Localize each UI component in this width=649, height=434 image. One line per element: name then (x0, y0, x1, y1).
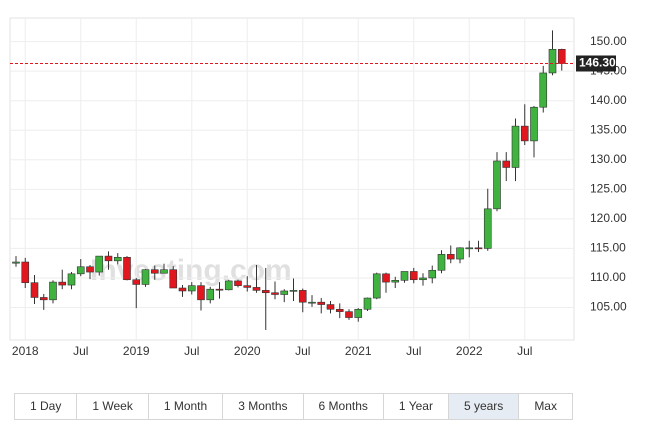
candle-body (21, 261, 30, 283)
candle-body (86, 266, 94, 273)
candle-body (178, 287, 187, 292)
candle-body (419, 277, 427, 281)
range-button[interactable]: 5 years (448, 394, 520, 419)
range-button[interactable]: Max (519, 394, 572, 419)
candle-body (261, 290, 270, 294)
candle-body (76, 266, 85, 275)
y-tick-label: 130.00 (590, 152, 627, 166)
candle-body (428, 269, 437, 279)
range-button[interactable]: 1 Month (148, 394, 224, 419)
candle-body (12, 261, 20, 264)
candle-body (511, 125, 520, 168)
range-selector: 1 Day 1 Week 1 Month 3 Months 6 Months 1 Year… (14, 393, 573, 420)
x-tick-label: Jul (295, 344, 310, 358)
candle-body (271, 292, 279, 295)
range-button[interactable]: 3 Months (223, 394, 304, 419)
candle-body (58, 281, 67, 286)
x-tick-label: 2021 (345, 344, 372, 358)
candle-body (243, 285, 252, 288)
y-tick-label: 140.00 (590, 93, 627, 107)
y-tick-label: 125.00 (590, 182, 627, 196)
candle-body (308, 301, 316, 304)
last-price-label: 146.30 (579, 56, 616, 70)
y-tick-label: 110.00 (590, 270, 626, 284)
candle-body (104, 255, 113, 262)
candle-body (548, 49, 557, 74)
candle-body (30, 282, 39, 298)
candle-body (39, 297, 48, 301)
candle-body (234, 280, 242, 286)
candle-body (354, 308, 363, 318)
chart: Investing.com 105.00110.00115.00120.0012… (9, 17, 627, 358)
candle-body (382, 273, 390, 283)
candle-body (456, 247, 464, 260)
candle-body (206, 288, 215, 301)
candle-body (363, 297, 372, 310)
candle-body (335, 308, 344, 312)
candle-body (187, 285, 196, 292)
y-tick-label: 135.00 (590, 122, 627, 136)
candle-body (169, 269, 178, 289)
candle-body (400, 271, 409, 281)
range-button[interactable]: 1 Day (15, 394, 78, 419)
candle-body (530, 106, 538, 142)
candle-body (49, 281, 57, 301)
candle-body (123, 256, 131, 281)
candle-body (409, 271, 418, 281)
x-tick-label: Jul (406, 344, 421, 358)
candle-body (446, 254, 455, 260)
candle-body (160, 269, 168, 274)
candle-body (252, 287, 261, 291)
plot-frame (9, 17, 575, 341)
candle-body (132, 279, 141, 285)
candle-body (483, 208, 492, 249)
candle-body (141, 269, 150, 285)
last-price-box (576, 55, 616, 72)
y-tick-label: 120.00 (590, 211, 627, 225)
candle-body (289, 290, 298, 292)
candle-body (95, 255, 104, 273)
y-tick-label: 105.00 (590, 300, 627, 314)
candle-body (391, 280, 400, 283)
candle-body (280, 290, 289, 295)
y-tick-label: 150.00 (590, 34, 627, 48)
candle-body (557, 49, 566, 64)
candle-body (539, 72, 548, 108)
candle-body (215, 288, 224, 291)
candle-body (150, 269, 159, 274)
x-tick-label: 2020 (234, 344, 261, 358)
range-button[interactable]: 6 Months (303, 394, 384, 419)
candle-body (372, 273, 381, 299)
candle-body (67, 273, 76, 286)
y-tick-label: 115.00 (590, 241, 626, 255)
x-tick-label: 2019 (123, 344, 150, 358)
x-tick-label: Jul (73, 344, 88, 358)
x-tick-label: Jul (517, 344, 532, 358)
candle-body (474, 247, 483, 250)
candle-body (224, 280, 233, 291)
x-tick-label: 2022 (456, 344, 483, 358)
candle-body (113, 256, 122, 262)
candle-body (345, 311, 353, 318)
candle-body (465, 247, 474, 250)
range-button[interactable]: 1 Week (77, 394, 149, 419)
candle-body (298, 290, 307, 303)
candle-body (437, 254, 446, 271)
candle-body (326, 304, 335, 310)
candle-body (317, 301, 326, 305)
candle-body (520, 125, 529, 142)
x-tick-label: 2018 (12, 344, 39, 358)
candle-body (493, 160, 501, 210)
x-tick-label: Jul (184, 344, 199, 358)
candle-body (197, 285, 205, 301)
range-button[interactable]: 1 Year (383, 394, 449, 419)
candle-body (502, 160, 511, 168)
